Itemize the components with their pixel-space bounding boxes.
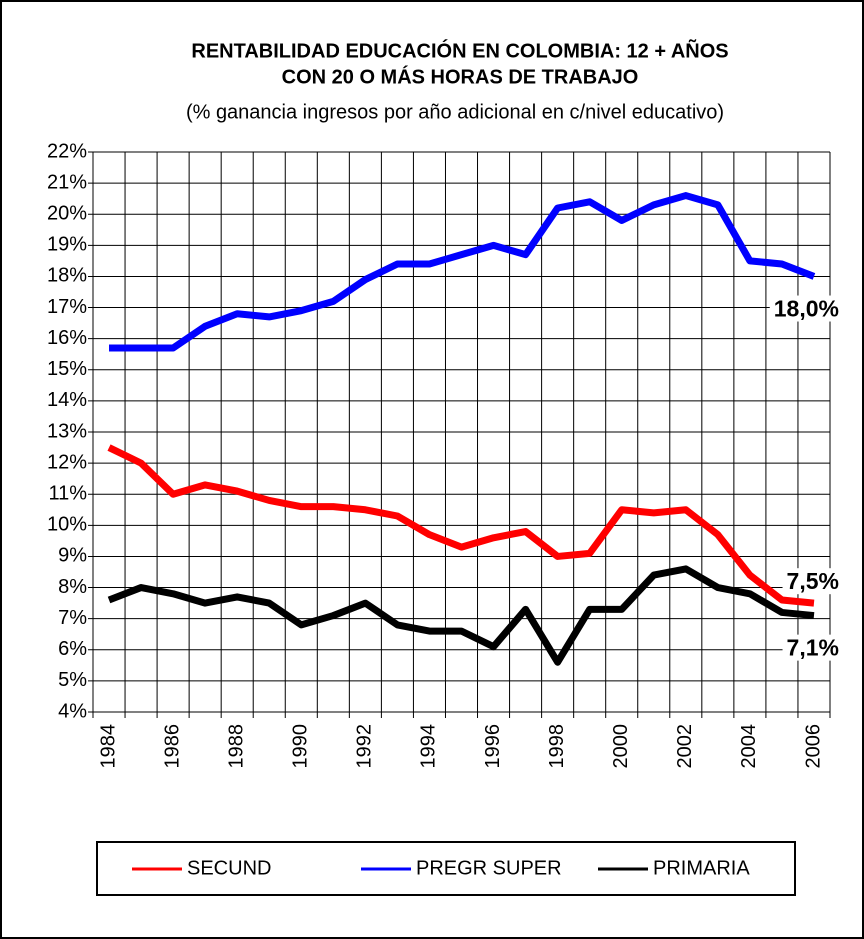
y-tick-label: 9%	[58, 545, 87, 567]
y-tick-label: 17%	[47, 296, 87, 318]
value-label: 18,0%	[774, 296, 839, 322]
chart-title: CON 20 O MÁS HORAS DE TRABAJO	[282, 65, 639, 88]
y-tick-label: 10%	[47, 514, 87, 536]
x-tick-label: 2002	[674, 724, 696, 769]
x-tick-label: 1984	[97, 724, 119, 769]
y-tick-label: 18%	[47, 265, 87, 287]
y-tick-label: 4%	[58, 700, 87, 722]
y-tick-label: 21%	[47, 171, 87, 193]
x-tick-label: 1990	[290, 724, 312, 769]
x-tick-label: 1988	[225, 724, 247, 769]
y-tick-label: 11%	[48, 483, 87, 505]
legend-label: PREGR SUPER	[416, 857, 562, 879]
x-tick-label: 1986	[161, 724, 183, 769]
series-line	[107, 565, 815, 666]
y-tick-label: 13%	[47, 420, 87, 442]
y-tick-label: 19%	[47, 234, 87, 256]
y-tick-label: 15%	[47, 358, 87, 380]
y-tick-label: 8%	[58, 576, 87, 598]
legend-box	[96, 841, 796, 896]
chart-title: RENTABILIDAD EDUCACIÓN EN COLOMBIA: 12 +…	[191, 38, 728, 62]
value-label: 7,5%	[787, 568, 839, 594]
series-line	[109, 192, 816, 352]
x-tick-label: 1992	[354, 724, 376, 769]
x-tick-label: 2000	[610, 724, 632, 769]
x-tick-label: 1996	[482, 724, 504, 769]
y-tick-label: 20%	[47, 203, 87, 225]
value-label-bg	[782, 568, 843, 595]
y-tick-label: 16%	[47, 327, 87, 349]
y-tick-label: 14%	[47, 389, 87, 411]
value-label-bg	[782, 634, 843, 661]
chart-subtitle: (% ganancia ingresos por año adicional e…	[186, 101, 724, 123]
x-tick-label: 2004	[738, 724, 760, 769]
legend-label: PRIMARIA	[653, 857, 750, 879]
value-label-bg	[769, 295, 843, 322]
y-tick-label: 6%	[58, 638, 87, 660]
y-tick-label: 5%	[58, 669, 87, 691]
y-tick-label: 12%	[47, 451, 87, 473]
x-tick-label: 1998	[546, 724, 568, 769]
x-tick-label: 2006	[802, 724, 824, 769]
legend-label: SECUND	[187, 857, 271, 879]
value-label: 7,1%	[787, 635, 839, 661]
series-line	[107, 444, 815, 607]
y-tick-label: 22%	[47, 140, 87, 162]
y-tick-label: 7%	[58, 607, 87, 629]
x-tick-label: 1994	[418, 724, 440, 769]
